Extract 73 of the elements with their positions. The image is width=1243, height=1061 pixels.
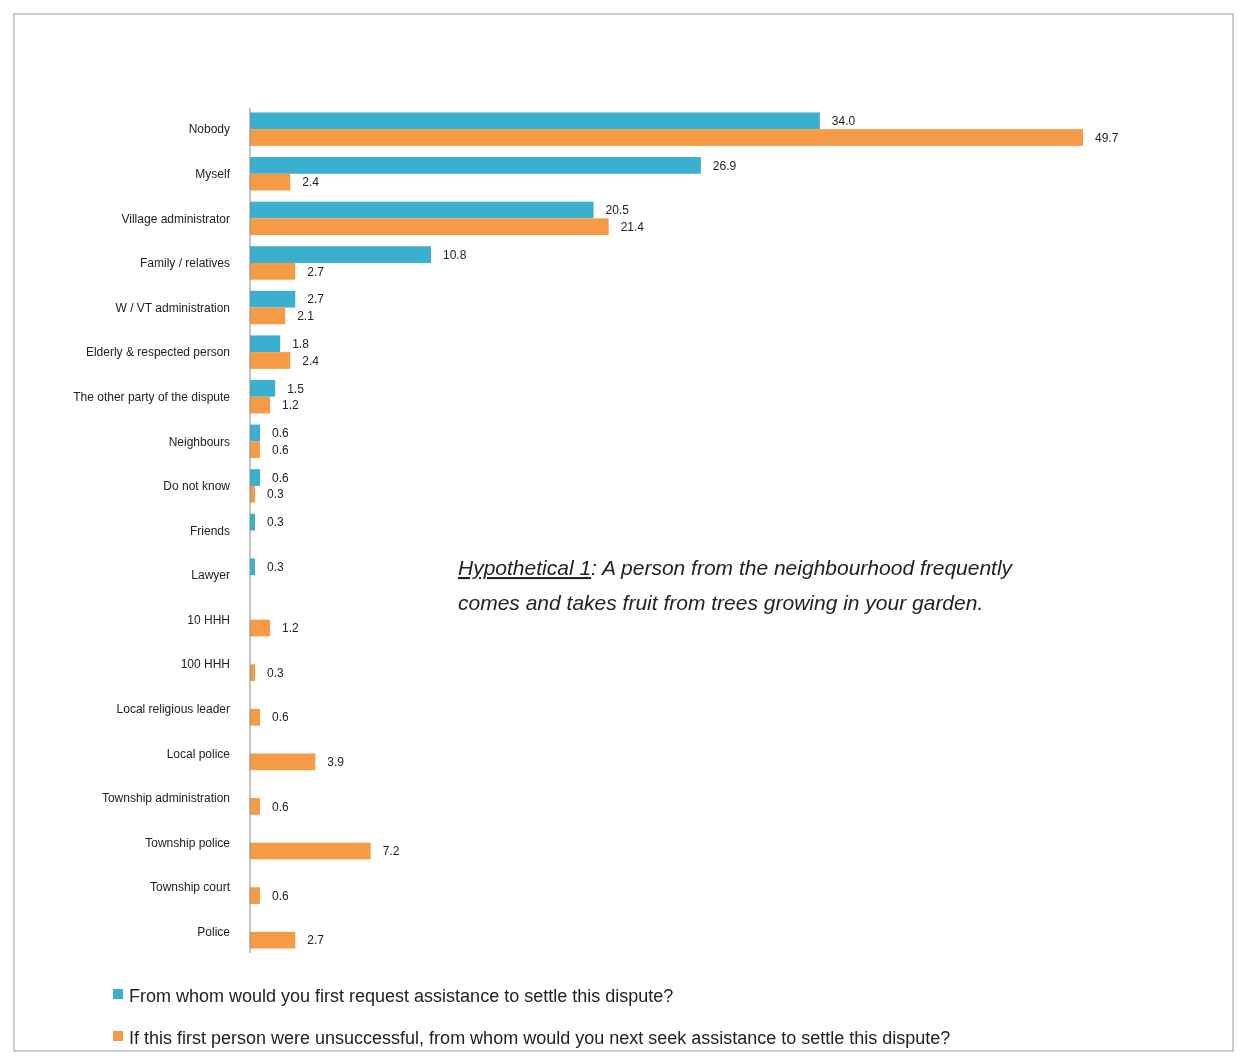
bar [250, 753, 316, 771]
data-label: 0.3 [267, 487, 285, 502]
data-label: 0.6 [272, 442, 290, 457]
bar [250, 173, 291, 191]
data-label: 34.0 [831, 114, 856, 129]
data-label: 1.2 [282, 621, 300, 636]
y-tick-label: Neighbours [168, 434, 230, 449]
data-label: 21.4 [620, 219, 645, 234]
bar [250, 290, 296, 308]
bar [250, 335, 281, 353]
y-tick-label: Local religious leader [116, 702, 230, 717]
y-tick-label: Elderly & respected person [85, 345, 230, 360]
bar [250, 352, 291, 369]
data-label: 2.7 [307, 933, 325, 948]
data-label: 2.7 [307, 264, 325, 279]
data-label: 1.8 [292, 336, 310, 351]
y-tick-label: W / VT administration [115, 300, 230, 315]
data-label: 0.6 [272, 888, 290, 903]
bar [250, 380, 276, 397]
bar [250, 842, 371, 860]
bar [250, 469, 261, 486]
data-label: 0.6 [272, 470, 290, 485]
bar [250, 246, 432, 263]
data-label: 3.9 [327, 755, 345, 770]
data-label: 0.6 [272, 426, 290, 441]
data-label: 0.3 [267, 515, 285, 530]
data-label: 20.5 [605, 203, 630, 218]
y-tick-label: Police [197, 925, 231, 940]
y-tick-label: Local police [166, 746, 231, 761]
y-tick-label: Friends [189, 523, 230, 538]
data-label: 0.3 [267, 665, 285, 680]
bar [250, 112, 820, 130]
bar [250, 157, 701, 174]
bar [250, 798, 261, 815]
bar [250, 129, 1083, 146]
y-tick-label: Do not know [163, 479, 231, 494]
data-label: 1.5 [287, 381, 305, 396]
data-label: 2.4 [302, 175, 320, 190]
y-tick-label: Township police [145, 835, 231, 850]
y-tick-label: Village administrator [121, 211, 230, 226]
y-tick-label: Township administration [101, 791, 230, 806]
legend-label: From whom would you first request assistance to settle this dispute? [129, 986, 674, 1007]
bar [250, 307, 286, 325]
y-tick-label: Myself [195, 166, 231, 181]
bar [250, 396, 271, 414]
y-tick-label: 100 HHH [180, 657, 230, 672]
bar [250, 218, 609, 236]
y-tick-label: Nobody [188, 122, 230, 137]
bar [250, 201, 594, 219]
data-label: 0.3 [267, 559, 285, 574]
y-tick-label: Township court [149, 880, 231, 895]
y-tick-label: 10 HHH [187, 612, 230, 627]
data-label: 2.1 [297, 309, 315, 324]
data-label: 7.2 [382, 844, 400, 859]
data-label: 0.6 [272, 710, 290, 725]
data-label: 2.7 [307, 292, 325, 307]
bar [250, 441, 261, 459]
y-tick-label: Family / relatives [139, 256, 230, 271]
data-label: 0.6 [272, 799, 290, 814]
y-tick-label: The other party of the dispute [73, 389, 231, 404]
bar [250, 619, 271, 637]
bar [250, 931, 296, 949]
data-label: 1.2 [282, 398, 300, 413]
bar [250, 708, 261, 726]
data-label: 2.4 [302, 353, 320, 368]
bar [250, 262, 296, 280]
data-label: 10.8 [443, 247, 467, 262]
data-label: 26.9 [712, 158, 737, 173]
y-tick-label: Lawyer [191, 568, 230, 583]
annotation: Hypothetical 1: A person from the neighbourhood frequently comes and takes fruit from trees growing in your garden. [458, 556, 1014, 614]
data-label: 49.7 [1095, 130, 1119, 145]
legend-label: If this first person were unsuccessful, from whom would you next seek assistance to settle this dispute? [129, 1028, 951, 1049]
bar [250, 887, 261, 904]
